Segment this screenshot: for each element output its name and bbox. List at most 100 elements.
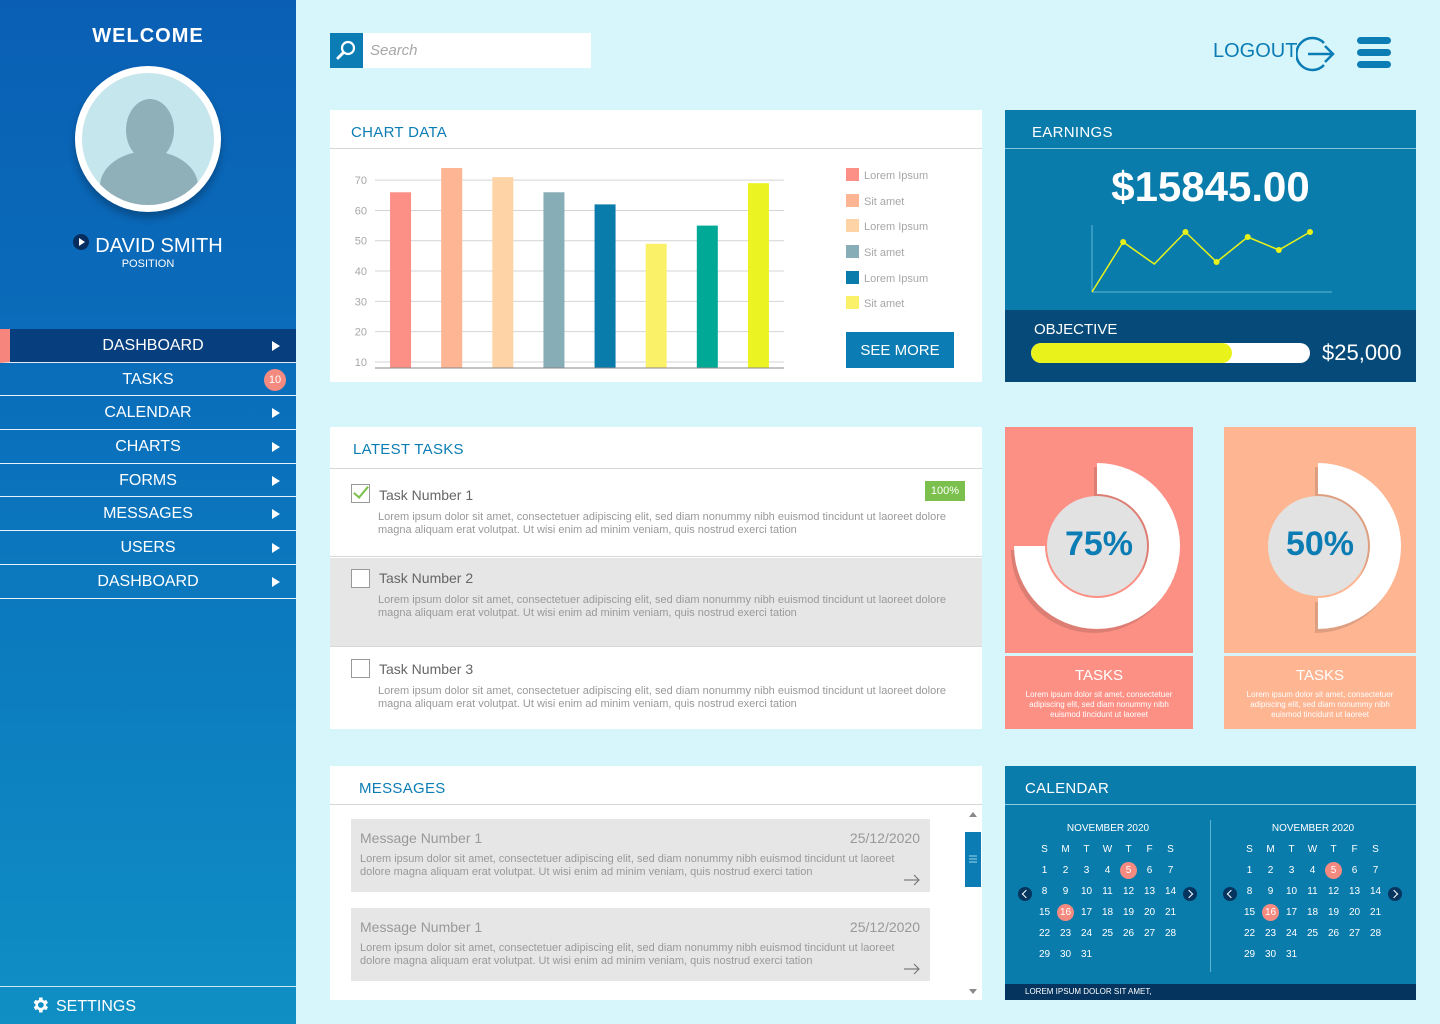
calendar-day[interactable]: 24 <box>1080 928 1093 939</box>
calendar-day[interactable]: 26 <box>1122 928 1135 939</box>
message-item[interactable]: Message Number 1 25/12/2020 Lorem ipsum … <box>351 908 930 981</box>
avatar[interactable] <box>75 66 221 212</box>
weekday-label: T <box>1125 844 1132 855</box>
arrow-right-icon[interactable] <box>904 874 920 886</box>
calendar-day[interactable]: 22 <box>1038 928 1051 939</box>
calendar-day[interactable]: 23 <box>1059 928 1072 939</box>
calendar-day[interactable]: 26 <box>1327 928 1340 939</box>
next-month-button[interactable] <box>1183 887 1197 901</box>
sidebar-item-charts[interactable]: CHARTS <box>0 430 296 464</box>
settings-button[interactable]: SETTINGS <box>0 986 296 1024</box>
calendar-day[interactable]: 5 <box>1323 860 1344 881</box>
prev-month-button[interactable] <box>1223 887 1237 901</box>
search-button[interactable] <box>330 33 363 68</box>
calendar-day[interactable]: 9 <box>1267 886 1274 897</box>
hamburger-menu-icon[interactable] <box>1357 37 1391 71</box>
logout-icon[interactable] <box>1296 34 1336 74</box>
scroll-up-icon[interactable] <box>964 808 982 820</box>
calendar-day[interactable]: 23 <box>1264 928 1277 939</box>
calendar-day[interactable]: 31 <box>1285 949 1298 960</box>
calendar-day[interactable]: 20 <box>1143 907 1156 918</box>
calendar-day[interactable]: 29 <box>1038 949 1051 960</box>
calendar-day[interactable]: 1 <box>1041 865 1048 876</box>
calendar-day[interactable]: 8 <box>1246 886 1253 897</box>
calendar-day[interactable]: 6 <box>1146 865 1153 876</box>
calendar-day[interactable]: 20 <box>1348 907 1361 918</box>
calendar-day[interactable]: 10 <box>1080 886 1093 897</box>
calendar-day[interactable]: 28 <box>1164 928 1177 939</box>
calendar-day[interactable]: 5 <box>1118 860 1139 881</box>
calendar-day[interactable]: 25 <box>1101 928 1114 939</box>
calendar-day[interactable]: 16 <box>1260 902 1281 923</box>
bar <box>645 243 667 368</box>
calendar-day[interactable]: 17 <box>1080 907 1093 918</box>
calendar-day[interactable]: 17 <box>1285 907 1298 918</box>
sidebar-item-users[interactable]: USERS <box>0 531 296 565</box>
task-checkbox[interactable] <box>351 569 370 588</box>
logout-link[interactable]: LOGOUT <box>1213 40 1298 62</box>
calendar-day[interactable]: 30 <box>1264 949 1277 960</box>
calendar-day[interactable]: 4 <box>1309 865 1316 876</box>
calendar-day[interactable]: 2 <box>1267 865 1274 876</box>
calendar-day[interactable]: 18 <box>1306 907 1319 918</box>
divider <box>330 804 982 805</box>
user-name-row[interactable]: DAVID SMITH <box>0 234 296 258</box>
sidebar-item-messages[interactable]: MESSAGES <box>0 497 296 532</box>
calendar-day[interactable]: 24 <box>1285 928 1298 939</box>
calendar-day[interactable]: 2 <box>1062 865 1069 876</box>
calendar-day[interactable]: 13 <box>1143 886 1156 897</box>
calendar-day[interactable]: 29 <box>1243 949 1256 960</box>
search-input[interactable] <box>370 33 585 68</box>
sidebar-item-dashboard-2[interactable]: DASHBOARD <box>0 565 296 599</box>
calendar-day[interactable]: 3 <box>1083 865 1090 876</box>
calendar-day[interactable]: 19 <box>1327 907 1340 918</box>
calendar-day[interactable]: 4 <box>1104 865 1111 876</box>
task-checkbox[interactable] <box>351 484 370 503</box>
calendar-day[interactable]: 27 <box>1348 928 1361 939</box>
arrow-right-icon[interactable] <box>904 963 920 975</box>
calendar-day[interactable]: 16 <box>1055 902 1076 923</box>
calendar-day[interactable]: 13 <box>1348 886 1361 897</box>
calendar-day[interactable]: 28 <box>1369 928 1382 939</box>
sidebar-item-forms[interactable]: FORMS <box>0 464 296 498</box>
calendar-day[interactable]: 14 <box>1164 886 1177 897</box>
sidebar-item-calendar[interactable]: CALENDAR <box>0 396 296 431</box>
calendar-day[interactable]: 21 <box>1369 907 1382 918</box>
calendar-day[interactable]: 25 <box>1306 928 1319 939</box>
calendar-day[interactable]: 30 <box>1059 949 1072 960</box>
calendar-day[interactable]: 12 <box>1122 886 1135 897</box>
calendar-day[interactable]: 21 <box>1164 907 1177 918</box>
calendar-day[interactable]: 7 <box>1167 865 1174 876</box>
calendar-day[interactable]: 6 <box>1351 865 1358 876</box>
calendar-day[interactable]: 14 <box>1369 886 1382 897</box>
calendar-day[interactable]: 31 <box>1080 949 1093 960</box>
calendar-day[interactable]: 12 <box>1327 886 1340 897</box>
calendar-day[interactable]: 15 <box>1038 907 1051 918</box>
calendar-day[interactable]: 9 <box>1062 886 1069 897</box>
calendar-day[interactable]: 15 <box>1243 907 1256 918</box>
calendar-day[interactable]: 18 <box>1101 907 1114 918</box>
calendar-day[interactable]: 3 <box>1288 865 1295 876</box>
next-month-button[interactable] <box>1388 887 1402 901</box>
task-item: Task Number 2 Lorem ipsum dolor sit amet… <box>330 558 982 647</box>
message-item[interactable]: Message Number 1 25/12/2020 Lorem ipsum … <box>351 819 930 892</box>
divider <box>1005 804 1416 805</box>
calendar-day[interactable]: 7 <box>1372 865 1379 876</box>
messages-scrollbar[interactable] <box>964 806 982 1000</box>
calendar-day[interactable]: 8 <box>1041 886 1048 897</box>
sidebar-item-tasks[interactable]: TASKS 10 <box>0 363 296 397</box>
sidebar-item-dashboard[interactable]: DASHBOARD <box>0 329 296 363</box>
play-icon[interactable] <box>73 234 90 250</box>
calendar-day[interactable]: 22 <box>1243 928 1256 939</box>
scroll-down-icon[interactable] <box>964 986 982 998</box>
see-more-button[interactable]: SEE MORE <box>846 332 954 368</box>
calendar-day[interactable]: 27 <box>1143 928 1156 939</box>
scroll-thumb[interactable] <box>965 832 981 887</box>
task-checkbox[interactable] <box>351 659 370 678</box>
calendar-day[interactable]: 1 <box>1246 865 1253 876</box>
calendar-day[interactable]: 11 <box>1307 886 1318 897</box>
calendar-day[interactable]: 19 <box>1122 907 1135 918</box>
calendar-day[interactable]: 10 <box>1285 886 1298 897</box>
calendar-day[interactable]: 11 <box>1102 886 1113 897</box>
prev-month-button[interactable] <box>1018 887 1032 901</box>
